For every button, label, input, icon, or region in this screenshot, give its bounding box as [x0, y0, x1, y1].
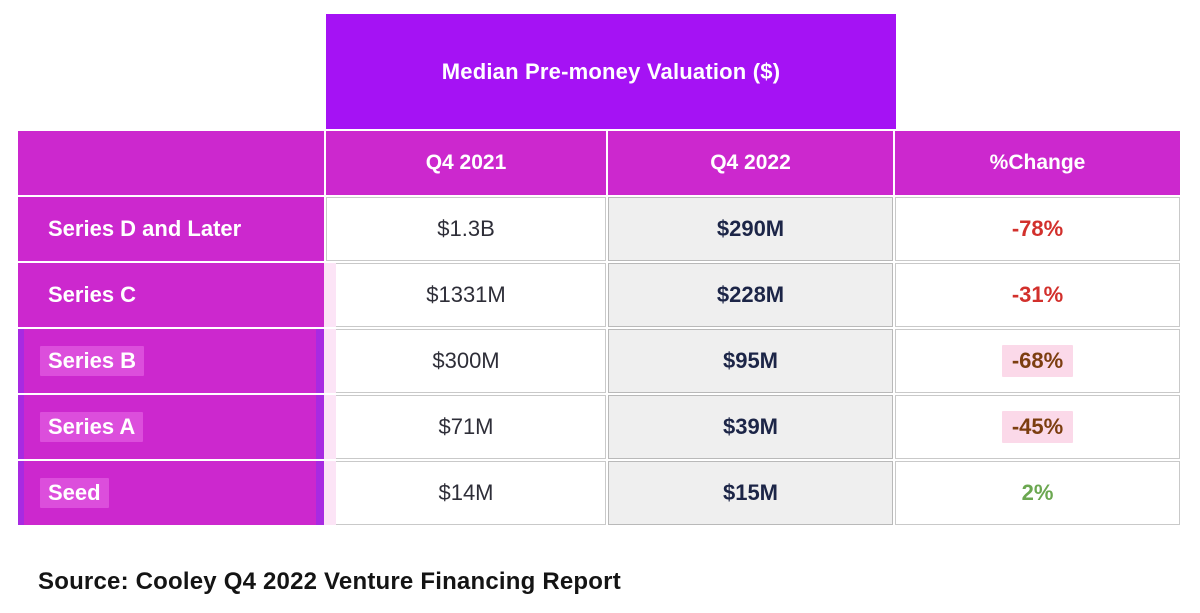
q4-2022-value: $95M — [608, 329, 893, 393]
change-value: -45% — [895, 395, 1180, 459]
source-citation: Source: Cooley Q4 2022 Venture Financing… — [38, 568, 621, 595]
change-text: -31% — [1011, 282, 1064, 307]
row-label-series-a: Series A — [18, 395, 336, 459]
table-title: Median Pre-money Valuation ($) — [441, 58, 781, 84]
table-title-banner: Median Pre-money Valuation ($) — [326, 14, 896, 129]
valuation-table: Q4 2021 Q4 2022 %Change Series D and Lat… — [18, 131, 1182, 525]
q4-2022-value: $228M — [608, 263, 893, 327]
q4-2022-value: $290M — [608, 197, 893, 261]
q4-2021-value: $300M — [326, 329, 606, 393]
change-text: -68% — [1001, 345, 1074, 377]
change-text: -45% — [1001, 411, 1074, 443]
valuation-infographic: Median Pre-money Valuation ($) Q4 2021 Q… — [18, 14, 1182, 595]
row-label-text: Series B — [40, 346, 145, 376]
change-value: -78% — [895, 197, 1180, 261]
corner-header-cell — [18, 131, 324, 195]
change-value: 2% — [895, 461, 1180, 525]
q4-2021-value: $1.3B — [326, 197, 606, 261]
column-header-change: %Change — [895, 131, 1180, 195]
row-label-seed: Seed — [18, 461, 336, 525]
row-label-series-c: Series C — [18, 263, 336, 327]
q4-2022-value: $39M — [608, 395, 893, 459]
row-label-text: Series C — [48, 282, 137, 307]
change-text: 2% — [1021, 480, 1054, 505]
row-label-text: Series D and Later — [48, 216, 242, 241]
change-value: -31% — [895, 263, 1180, 327]
q4-2021-value: $14M — [326, 461, 606, 525]
row-label-text: Seed — [40, 478, 109, 508]
change-text: -78% — [1011, 216, 1064, 241]
q4-2022-value: $15M — [608, 461, 893, 525]
row-label-text: Series A — [40, 412, 144, 442]
row-label-series-b: Series B — [18, 329, 336, 393]
change-value: -68% — [895, 329, 1180, 393]
column-header-q4-2022: Q4 2022 — [608, 131, 893, 195]
q4-2021-value: $1331M — [326, 263, 606, 327]
row-label-series-d: Series D and Later — [18, 197, 324, 261]
q4-2021-value: $71M — [326, 395, 606, 459]
column-header-q4-2021: Q4 2021 — [326, 131, 606, 195]
